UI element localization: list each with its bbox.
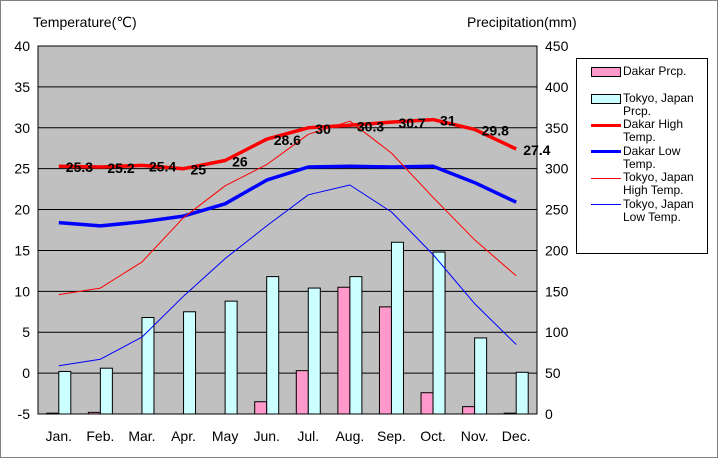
y-right-tick-label: 250 [545, 202, 569, 218]
y-left-tick-label: 35 [14, 79, 30, 95]
y-axis-right-title: Precipitation(mm) [467, 14, 577, 30]
x-tick-label: Feb. [86, 428, 114, 444]
bar-tokyo-prcp [99, 367, 113, 415]
legend-swatch [591, 177, 621, 179]
bar-dakar-prcp [295, 370, 309, 415]
data-label: 25.2 [107, 160, 134, 176]
line-series-1 [58, 164, 517, 228]
bar-tokyo-prcp [349, 276, 363, 415]
y-left-tick-label: 5 [22, 324, 30, 340]
line-series-3 [58, 184, 517, 367]
data-label: 26 [232, 153, 248, 169]
bar-tokyo-prcp [58, 370, 72, 415]
y-right-tick-label: 150 [545, 283, 569, 299]
x-tick-label: Nov. [461, 428, 489, 444]
y-left-tick-label: 20 [14, 202, 30, 218]
bar-tokyo-prcp [224, 300, 238, 415]
y-left-tick-label: 0 [22, 365, 30, 381]
y-right-tick-label: 350 [545, 120, 569, 136]
data-label: 27.4 [523, 142, 550, 158]
y-right-tick-label: 0 [545, 406, 553, 422]
x-tick-label: Jan. [46, 428, 72, 444]
legend: Dakar Prcp. Tokyo, Japan Prcp. Dakar High … [576, 58, 708, 254]
y-right-tick-label: 200 [545, 242, 569, 258]
bar-tokyo-prcp [183, 311, 197, 415]
legend-swatch [591, 67, 621, 77]
legend-label: Dakar Low Temp. [623, 143, 681, 171]
bar-tokyo-prcp [266, 276, 280, 415]
y-left-tick-label: 40 [14, 38, 30, 54]
bar-tokyo-prcp [307, 287, 321, 415]
x-tick-label: May [212, 428, 238, 444]
data-label: 30.7 [398, 115, 425, 131]
data-label: 31 [440, 113, 456, 129]
y-right-tick-label: 100 [545, 324, 569, 340]
legend-label: Tokyo, Japan Prcp. [623, 90, 694, 118]
data-label: 25.4 [149, 158, 176, 174]
y-right-tick-label: 300 [545, 161, 569, 177]
legend-swatch [591, 150, 621, 153]
bar-dakar-prcp [420, 392, 434, 415]
legend-swatch [591, 204, 621, 205]
data-label: 25.3 [66, 159, 93, 175]
x-tick-label: Sep. [377, 428, 406, 444]
plot-border [37, 45, 538, 415]
bar-dakar-prcp [462, 406, 476, 415]
y-left-tick-label: 30 [14, 120, 30, 136]
y-right-tick-label: 450 [545, 38, 569, 54]
x-tick-label: Aug. [335, 428, 364, 444]
y-left-tick-label: 10 [14, 283, 30, 299]
legend-label: Dakar High Temp. [623, 117, 684, 144]
line-series-2 [58, 120, 517, 296]
x-tick-label: Jul. [297, 428, 319, 444]
bar-tokyo-prcp [474, 337, 488, 415]
x-tick-label: Apr. [171, 428, 196, 444]
bar-tokyo-prcp [432, 251, 446, 415]
data-label: 30.3 [357, 118, 384, 134]
y-left-tick-label: -5 [18, 406, 31, 422]
legend-swatch [591, 123, 621, 127]
bar-dakar-prcp [254, 401, 268, 415]
data-label: 28.6 [274, 132, 301, 148]
y-right-tick-label: 400 [545, 79, 569, 95]
data-label: 25 [191, 162, 207, 178]
line-series-0 [58, 117, 517, 171]
legend-label: Tokyo, Japan High Temp. [623, 170, 694, 197]
data-label: 29.8 [482, 122, 509, 138]
y-left-tick-label: 15 [14, 242, 30, 258]
y-right-tick-label: 50 [545, 365, 561, 381]
legend-label: Dakar Prcp. [623, 64, 687, 78]
bar-tokyo-prcp [141, 317, 155, 415]
legend-label: Tokyo, Japan Low Temp. [623, 196, 694, 224]
plot-background [38, 46, 537, 414]
x-tick-label: Oct. [420, 428, 446, 444]
x-tick-label: Dec. [502, 428, 531, 444]
data-label: 30 [315, 121, 331, 137]
bar-tokyo-prcp [515, 371, 529, 415]
legend-swatch [591, 93, 621, 104]
x-tick-label: Jun. [253, 428, 279, 444]
y-left-tick-label: 25 [14, 161, 30, 177]
bar-tokyo-prcp [390, 241, 404, 415]
bar-dakar-prcp [378, 306, 392, 415]
y-axis-left-title: Temperature(℃) [33, 14, 137, 30]
bar-dakar-prcp [337, 286, 351, 415]
x-tick-label: Mar. [128, 428, 155, 444]
